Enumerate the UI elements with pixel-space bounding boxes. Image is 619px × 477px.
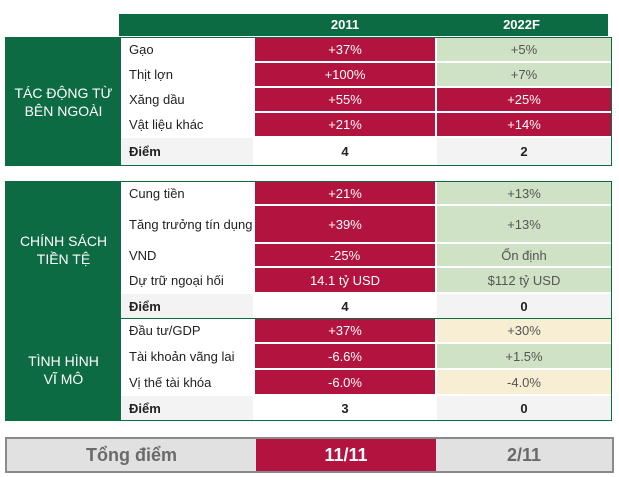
value-2022f: +14% xyxy=(437,113,611,136)
table-row: VND -25% Ổn định xyxy=(121,244,611,268)
header-2022f: 2022F xyxy=(503,17,540,32)
score-2022f: 2 xyxy=(437,138,611,165)
value-2022f: +7% xyxy=(437,63,611,86)
table-row: Đầu tư/GDP +37% +30% xyxy=(121,319,611,344)
score-label: Điểm xyxy=(121,294,255,318)
table-row: Dự trữ ngoại hối 14.1 tỷ USD $112 tỷ USD xyxy=(121,268,611,294)
section-label-monetary: CHÍNH SÁCH TIỀN TỆ xyxy=(6,182,121,318)
value-2022f: +25% xyxy=(437,88,611,111)
score-2022f: 0 xyxy=(437,396,611,420)
value-2011: +37% xyxy=(255,38,437,61)
value-2022f: +1.5% xyxy=(437,344,611,368)
header-spacer xyxy=(119,14,255,36)
value-2011: 14.1 tỷ USD xyxy=(255,268,437,292)
value-2022f: -4.0% xyxy=(437,370,611,394)
total-label: Tổng điểm xyxy=(86,444,177,465)
row-name: Tài khoản vãng lai xyxy=(121,344,255,368)
table-row: Gạo +37% +5% xyxy=(121,38,611,63)
section-label-macro: TÌNH HÌNH VĨ MÔ xyxy=(6,319,121,420)
row-name: VND xyxy=(121,244,255,266)
value-2011: -25% xyxy=(255,244,437,266)
row-name: Tăng trưởng tín dụng xyxy=(121,206,255,242)
score-label: Điểm xyxy=(121,396,255,420)
section-external-impact: TÁC ĐỘNG TỪ BÊN NGOÀI Gạo +37% +5% Thịt … xyxy=(5,37,612,166)
value-2022f: Ổn định xyxy=(437,244,611,266)
score-2011: 4 xyxy=(255,294,437,318)
total-score-row: Tổng điểm 11/11 2/11 xyxy=(5,437,614,473)
table-row: Xăng dầu +55% +25% xyxy=(121,88,611,113)
table-row: Tăng trưởng tín dụng +39% +13% xyxy=(121,206,611,244)
section-macro-situation: TÌNH HÌNH VĨ MÔ Đầu tư/GDP +37% +30% Tài… xyxy=(5,318,612,421)
value-2011: +39% xyxy=(255,206,437,242)
score-row: Điểm 4 2 xyxy=(121,138,611,165)
value-2011: +55% xyxy=(255,88,437,111)
value-2011: +21% xyxy=(255,182,437,204)
row-name: Xăng dầu xyxy=(121,88,255,111)
score-2011: 3 xyxy=(255,396,437,420)
row-name: Cung tiền xyxy=(121,182,255,204)
table-header: 2011 2022F xyxy=(119,14,608,36)
row-name: Dự trữ ngoại hối xyxy=(121,268,255,292)
table-row: Vị thế tài khóa -6.0% -4.0% xyxy=(121,370,611,396)
value-2022f: +30% xyxy=(437,319,611,342)
row-name: Thịt lợn xyxy=(121,63,255,86)
score-2022f: 0 xyxy=(437,294,611,318)
score-2011: 4 xyxy=(255,138,437,165)
value-2022f: +13% xyxy=(437,206,611,242)
value-2011: -6.0% xyxy=(255,370,437,394)
score-label: Điểm xyxy=(121,138,255,165)
table-row: Thịt lợn +100% +7% xyxy=(121,63,611,88)
value-2022f: +13% xyxy=(437,182,611,204)
value-2011: +21% xyxy=(255,113,437,136)
table-row: Tài khoản vãng lai -6.6% +1.5% xyxy=(121,344,611,370)
row-name: Gạo xyxy=(121,38,255,61)
score-row: Điểm 4 0 xyxy=(121,294,611,318)
value-2022f: $112 tỷ USD xyxy=(437,268,611,292)
section-label-external: TÁC ĐỘNG TỪ BÊN NGOÀI xyxy=(6,38,121,165)
total-2022f: 2/11 xyxy=(506,444,542,465)
value-2011: +100% xyxy=(255,63,437,86)
row-name: Vị thế tài khóa xyxy=(121,370,255,394)
value-2011: +37% xyxy=(255,319,437,342)
section-monetary-policy: CHÍNH SÁCH TIỀN TỆ Cung tiền +21% +13% T… xyxy=(5,181,612,319)
value-2011: -6.6% xyxy=(255,344,437,368)
total-2011: 11/11 xyxy=(256,439,436,471)
table-row: Cung tiền +21% +13% xyxy=(121,182,611,206)
table-row: Vật liệu khác +21% +14% xyxy=(121,113,611,138)
value-2022f: +5% xyxy=(437,38,611,61)
row-name: Vật liệu khác xyxy=(121,113,255,136)
score-row: Điểm 3 0 xyxy=(121,396,611,420)
row-name: Đầu tư/GDP xyxy=(121,319,255,342)
header-2011: 2011 xyxy=(330,17,360,32)
